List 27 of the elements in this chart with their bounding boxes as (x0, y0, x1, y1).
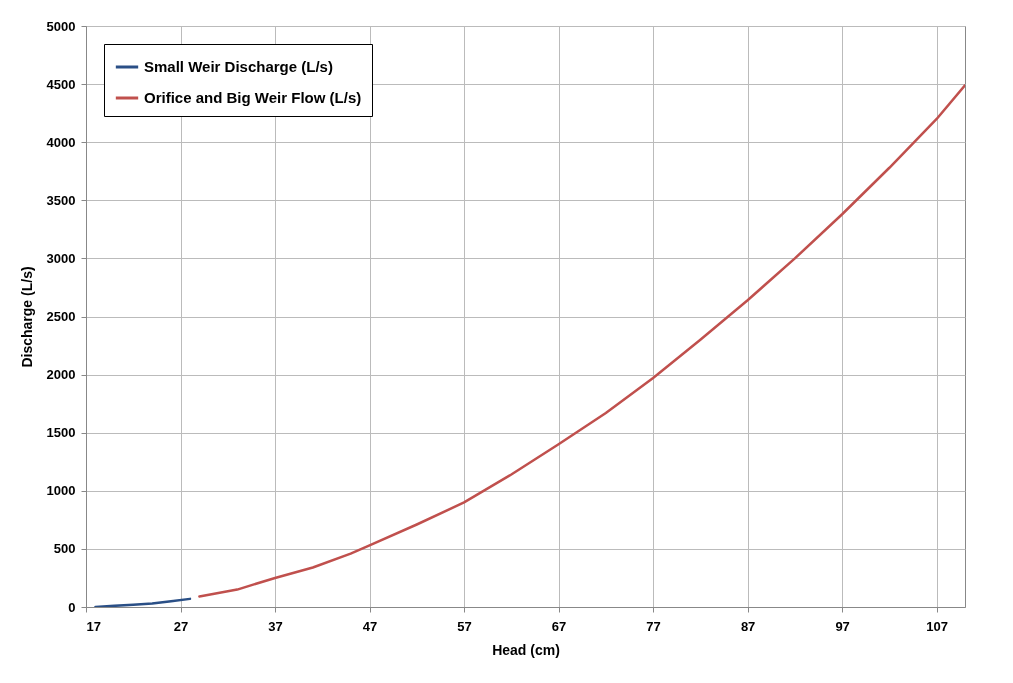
x-tick-label: 97 (835, 618, 850, 634)
line-series (198, 84, 965, 598)
x-tick-label: 17 (86, 618, 101, 634)
x-tick-label: 77 (646, 618, 661, 634)
x-tick-label: 107 (926, 618, 948, 634)
y-axis-title: Discharge (L/s) (18, 266, 35, 368)
y-tick-label: 2500 (46, 309, 76, 324)
x-tick-label: 67 (551, 618, 567, 634)
y-tick-label: 4000 (46, 134, 76, 150)
y-tick-label: 500 (53, 541, 76, 557)
y-tick-label: 1500 (46, 425, 76, 441)
y-tick-label: 3500 (46, 192, 76, 208)
y-tick-label: 0 (68, 599, 76, 615)
x-axis-title: Head (cm) (492, 641, 560, 658)
y-tick-label: 4500 (46, 76, 76, 92)
x-tick-label: 87 (740, 618, 756, 634)
line-series (94, 597, 192, 607)
x-tick-label: 37 (268, 618, 283, 634)
x-tick-label: 47 (362, 618, 378, 634)
y-tick-label: 1000 (46, 483, 76, 499)
legend-label: Small Weir Discharge (L/s) (144, 58, 333, 75)
y-tick-label: 2000 (46, 367, 76, 383)
y-tick-label: 5000 (46, 18, 76, 34)
legend-label: Orifice and Big Weir Flow (L/s) (144, 89, 362, 106)
y-tick-label: 3000 (46, 250, 76, 266)
x-tick-label: 27 (173, 618, 189, 634)
x-tick-label: 57 (457, 618, 472, 634)
